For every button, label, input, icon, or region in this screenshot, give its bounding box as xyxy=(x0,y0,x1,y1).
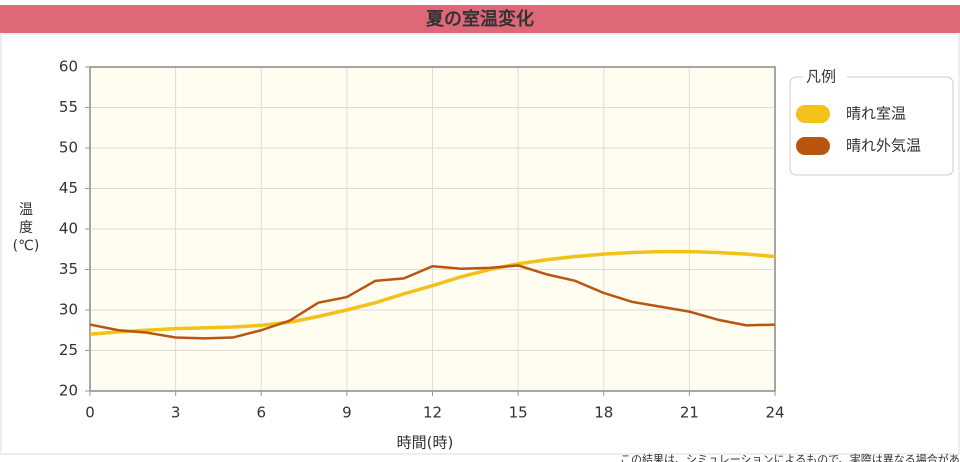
y-axis-title: 温度(℃) xyxy=(13,202,40,254)
footnote: この結果は、シミュレーションによるもので、実際は異なる場合があります xyxy=(620,452,960,462)
y-tick-label: 25 xyxy=(59,341,78,359)
legend-title-bg xyxy=(803,68,847,86)
series-line xyxy=(89,249,776,337)
y-tick-label: 35 xyxy=(59,260,78,278)
y-tick-label: 20 xyxy=(59,382,78,400)
y-tick-label: 60 xyxy=(59,58,78,76)
x-tick-label: 15 xyxy=(509,404,528,422)
x-tick-label: 9 xyxy=(342,404,352,422)
y-tick-label: 40 xyxy=(59,220,78,238)
chart-title: 夏の室温変化 xyxy=(426,8,534,30)
x-tick-label: 24 xyxy=(765,404,784,422)
x-tick-label: 21 xyxy=(680,404,699,422)
title-bar xyxy=(0,5,960,33)
legend-label: 晴れ外気温 xyxy=(846,137,921,155)
legend-label: 晴れ室温 xyxy=(846,105,906,123)
series-line xyxy=(89,264,776,340)
y-tick-label: 55 xyxy=(59,98,78,116)
x-tick-label: 12 xyxy=(423,404,442,422)
frame xyxy=(0,33,960,455)
plot-border xyxy=(89,66,776,392)
legend-swatch xyxy=(796,105,830,123)
x-tick-label: 18 xyxy=(594,404,613,422)
x-axis-title: 時間(時) xyxy=(397,434,454,452)
legend-title: 凡例 xyxy=(806,68,836,86)
legend xyxy=(789,76,954,176)
x-tick-label: 6 xyxy=(256,404,266,422)
x-tick-label: 0 xyxy=(85,404,95,422)
y-tick-label: 45 xyxy=(59,179,78,197)
legend-swatch xyxy=(796,137,830,155)
y-tick-label: 50 xyxy=(59,139,78,157)
y-tick-label: 30 xyxy=(59,301,78,319)
x-tick-label: 3 xyxy=(171,404,181,422)
